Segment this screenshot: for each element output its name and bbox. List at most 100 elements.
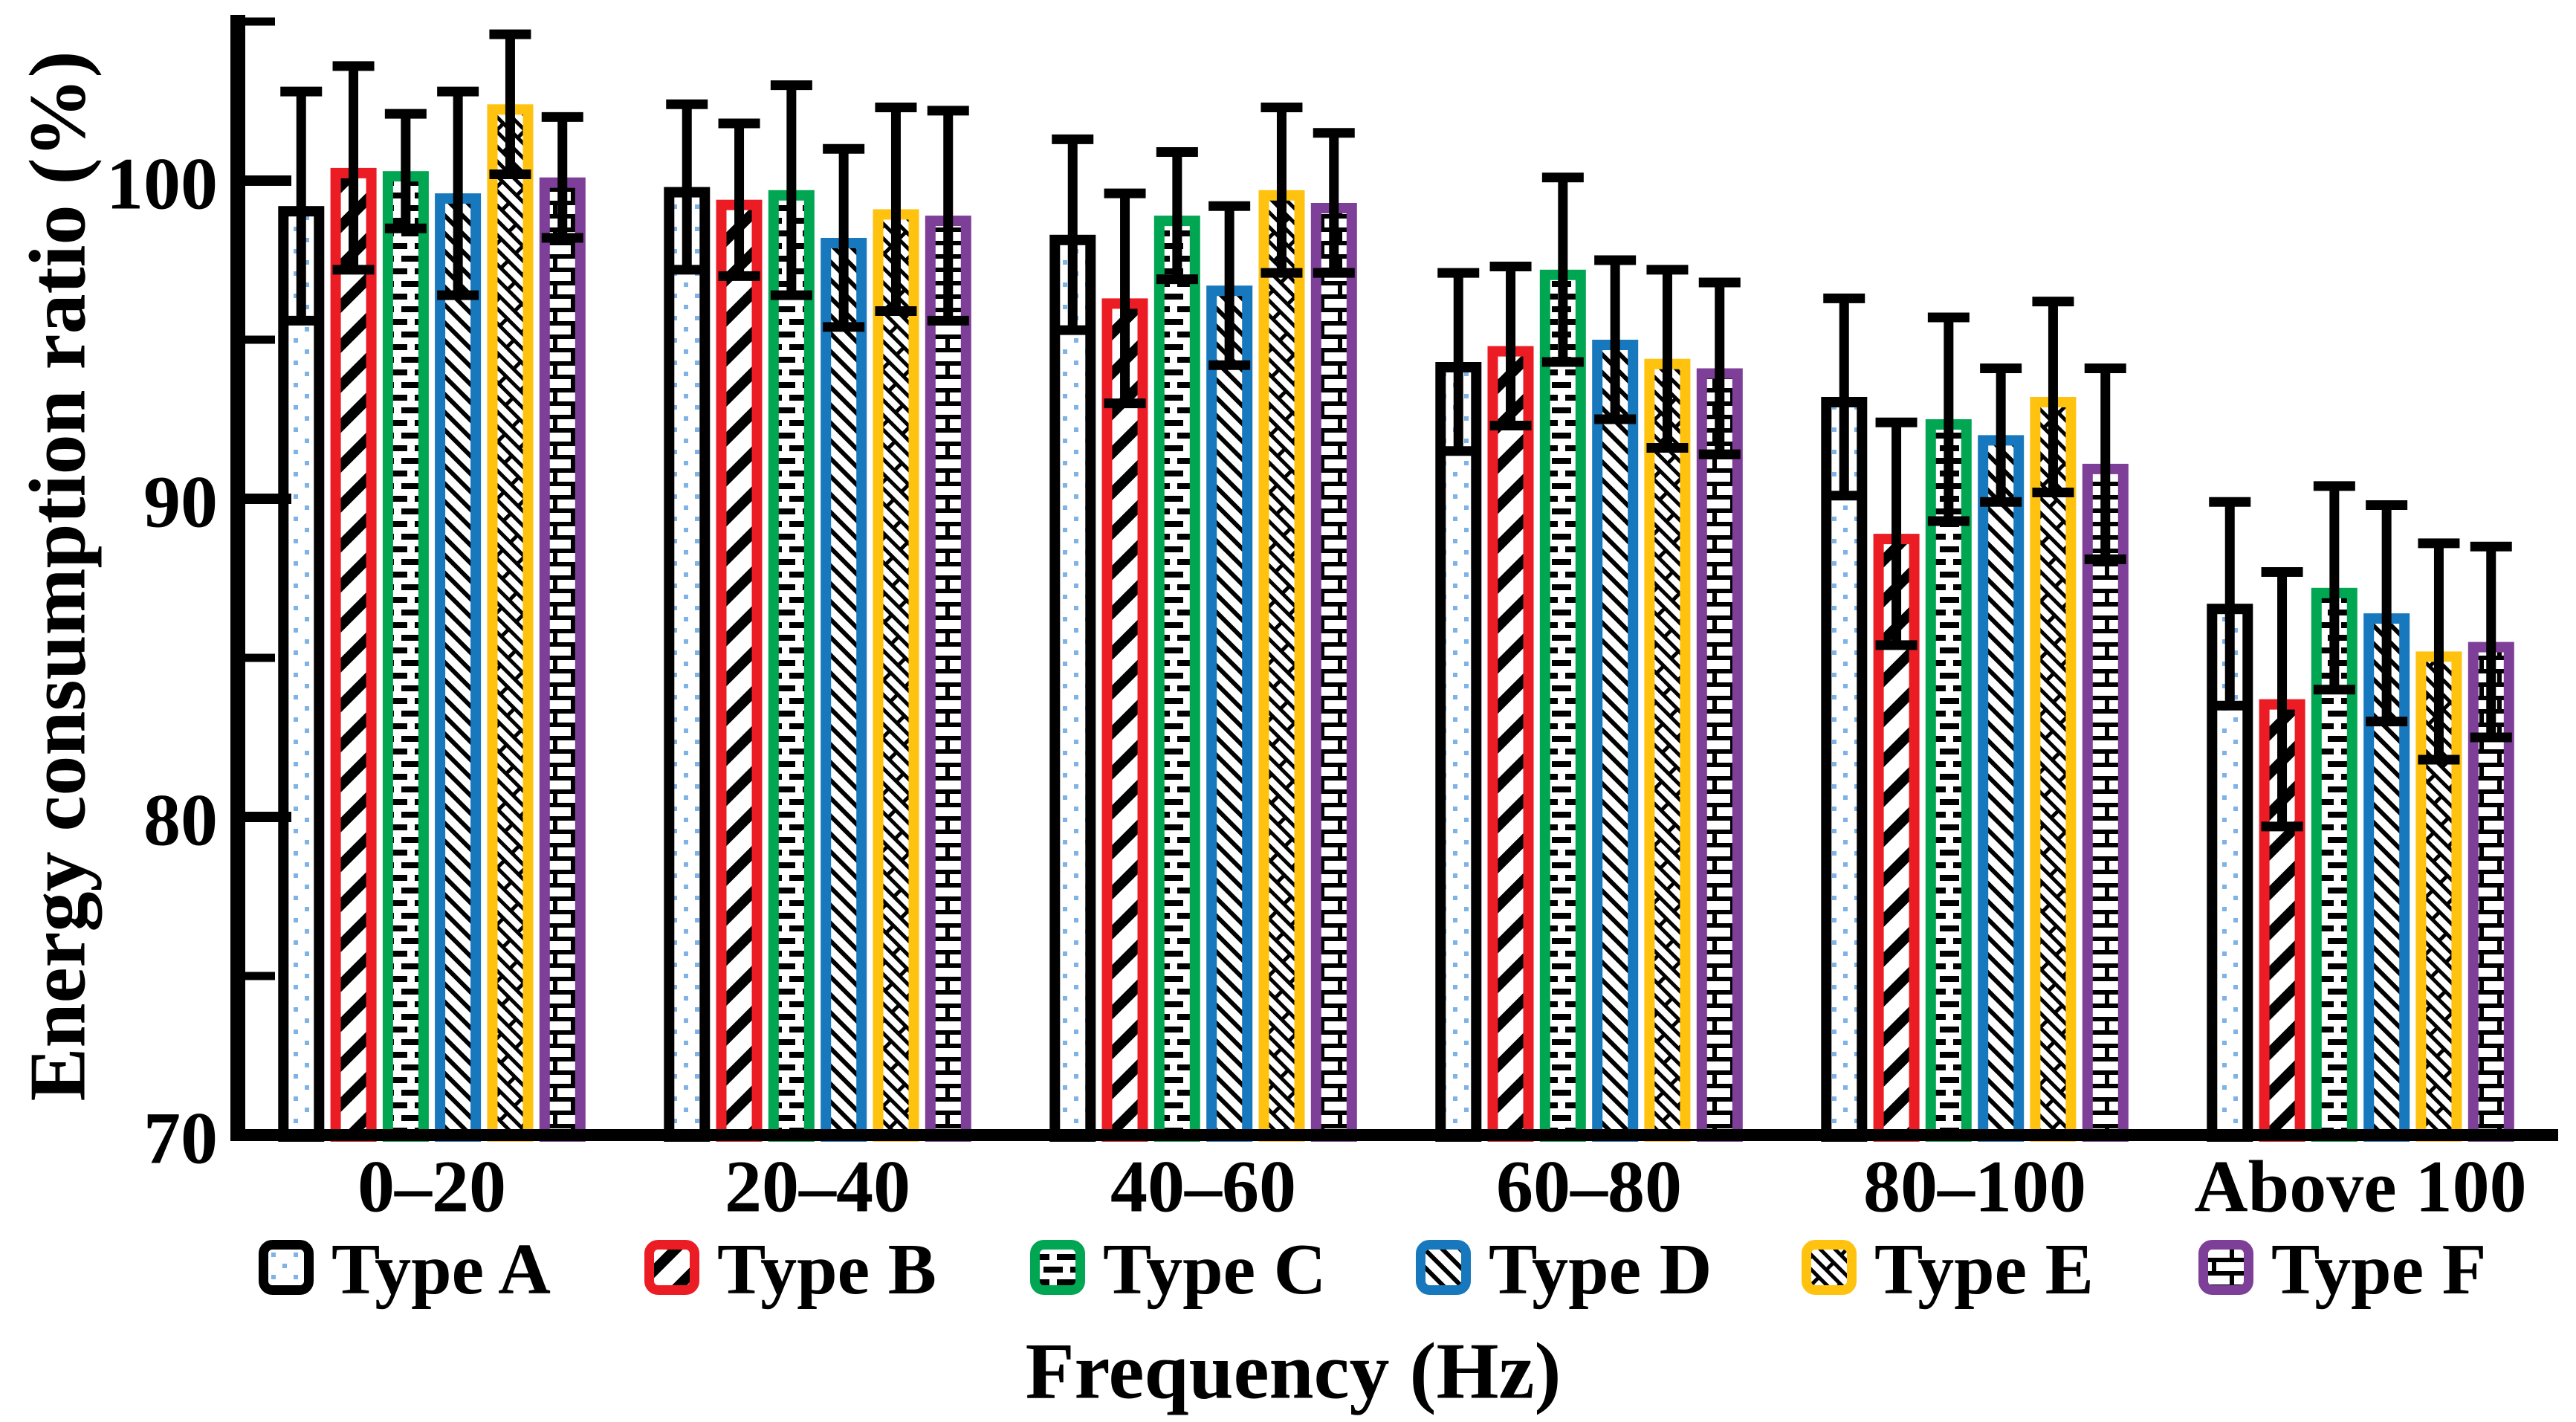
bar-type-d-3 (1206, 285, 1253, 1143)
errorbar-type-a-2 (666, 99, 708, 275)
y-minor-tick-75 (245, 972, 275, 980)
y-axis-title: Energy consumption ratio (%) (14, 51, 103, 1102)
legend-swatch-type-c (1030, 1240, 1085, 1295)
y-tick-label-80: 80 (143, 779, 218, 862)
legend-label-type-d: Type D (1489, 1229, 1712, 1310)
bar-type-a-4 (1435, 362, 1482, 1142)
errorbar-type-b-5 (1875, 417, 1918, 650)
errorbar-type-e-2 (875, 103, 917, 316)
y-minor-tick-105 (245, 17, 275, 26)
x-tick-label-6: Above 100 (2194, 1145, 2526, 1228)
errorbar-type-e-1 (489, 29, 531, 179)
x-tick-label-1: 0–20 (357, 1145, 506, 1228)
legend-entry-type-d: Type D (1416, 1229, 1712, 1310)
errorbar-type-e-6 (2418, 538, 2460, 765)
legend-label-type-c: Type C (1103, 1229, 1326, 1310)
errorbar-type-e-5 (2032, 297, 2074, 497)
errorbar-type-f-3 (1313, 128, 1355, 278)
errorbar-type-c-3 (1156, 146, 1198, 285)
bar-type-a-5 (1821, 397, 1868, 1142)
errorbar-type-d-3 (1208, 201, 1251, 370)
bar-type-e-5 (2030, 397, 2077, 1142)
bar-type-d-2 (821, 238, 867, 1142)
legend-label-type-e: Type E (1874, 1229, 2094, 1310)
legend-entry-type-c: Type C (1030, 1229, 1326, 1310)
bar-type-e-3 (1258, 190, 1305, 1142)
bar-type-b-3 (1101, 298, 1148, 1142)
bar-type-a-1 (278, 206, 325, 1143)
errorbar-type-e-4 (1646, 265, 1689, 453)
errorbar-type-a-6 (2209, 497, 2251, 711)
bar-type-f-1 (539, 177, 586, 1143)
errorbar-type-c-6 (2313, 481, 2355, 695)
errorbar-type-a-5 (1823, 293, 1865, 501)
errorbar-type-a-1 (280, 86, 323, 326)
y-minor-tick-85 (245, 653, 275, 662)
bar-type-b-1 (330, 167, 377, 1142)
bar-type-f-3 (1310, 203, 1357, 1142)
errorbar-type-f-6 (2470, 541, 2512, 743)
legend-entry-type-a: Type A (259, 1229, 551, 1310)
y-minor-tick-95 (245, 335, 275, 344)
errorbar-type-d-4 (1594, 255, 1637, 424)
errorbar-type-a-3 (1052, 134, 1094, 335)
legend: Type A Type B Type C Type D Type E Type F (259, 1229, 2486, 1310)
legend-label-type-a: Type A (331, 1229, 551, 1310)
y-major-tick-90 (245, 494, 291, 504)
y-axis-spine (230, 15, 245, 1141)
errorbar-type-c-5 (1927, 312, 1970, 526)
y-tick-label-70: 70 (143, 1097, 218, 1180)
errorbar-type-d-6 (2366, 500, 2408, 727)
y-major-tick-80 (245, 812, 291, 822)
errorbar-type-c-1 (384, 109, 427, 233)
bar-type-d-5 (1978, 435, 2025, 1142)
y-tick-label-100: 100 (106, 143, 218, 225)
errorbar-type-f-1 (541, 112, 583, 243)
bar-type-c-1 (382, 171, 429, 1143)
y-tick-label-90: 90 (143, 461, 218, 543)
errorbar-type-c-4 (1541, 172, 1584, 367)
x-tick-label-3: 40–60 (1110, 1145, 1296, 1228)
errorbar-type-b-1 (332, 61, 375, 275)
errorbar-type-a-4 (1437, 268, 1480, 456)
legend-swatch-type-d (1416, 1240, 1471, 1295)
bar-type-c-4 (1539, 269, 1586, 1142)
errorbar-type-b-6 (2261, 566, 2303, 832)
errorbar-type-b-2 (718, 118, 760, 281)
legend-swatch-type-a (259, 1240, 314, 1295)
bar-type-f-2 (925, 216, 971, 1143)
bar-type-f-5 (2082, 463, 2129, 1142)
legend-entry-type-f: Type F (2198, 1229, 2486, 1310)
bar-type-c-3 (1153, 216, 1200, 1143)
errorbar-type-b-3 (1104, 188, 1146, 409)
x-tick-label-2: 20–40 (725, 1145, 910, 1228)
x-tick-label-4: 60–80 (1496, 1145, 1682, 1228)
bar-type-e-4 (1644, 358, 1691, 1143)
x-axis-spine (230, 1129, 2558, 1141)
errorbar-type-d-5 (1980, 363, 2022, 507)
bar-type-b-2 (716, 199, 763, 1143)
legend-swatch-type-b (644, 1240, 699, 1295)
legend-swatch-type-f (2198, 1240, 2253, 1295)
legend-swatch-type-e (1802, 1240, 1857, 1295)
legend-entry-type-b: Type B (644, 1229, 936, 1310)
errorbar-type-e-3 (1261, 103, 1303, 278)
x-tick-label-5: 80–100 (1863, 1145, 2086, 1228)
bar-type-f-4 (1696, 368, 1743, 1142)
errorbar-type-c-2 (770, 80, 812, 300)
plot-area (278, 29, 2514, 1143)
errorbar-type-f-4 (1698, 277, 1741, 459)
bar-type-d-1 (435, 193, 482, 1143)
bar-type-c-2 (768, 190, 815, 1142)
bar-type-a-3 (1049, 234, 1096, 1142)
x-axis-title: Frequency (Hz) (1026, 1328, 1562, 1416)
errorbar-type-f-5 (2084, 363, 2126, 564)
bar-type-d-4 (1592, 340, 1639, 1142)
axes: 100 90 80 70 0–20 20–40 40–60 60–80 80–100 Above … (106, 15, 2558, 1228)
legend-label-type-b: Type B (717, 1229, 936, 1310)
errorbar-type-d-1 (437, 86, 479, 300)
legend-entry-type-e: Type E (1802, 1229, 2094, 1310)
legend-label-type-f: Type F (2271, 1229, 2486, 1310)
